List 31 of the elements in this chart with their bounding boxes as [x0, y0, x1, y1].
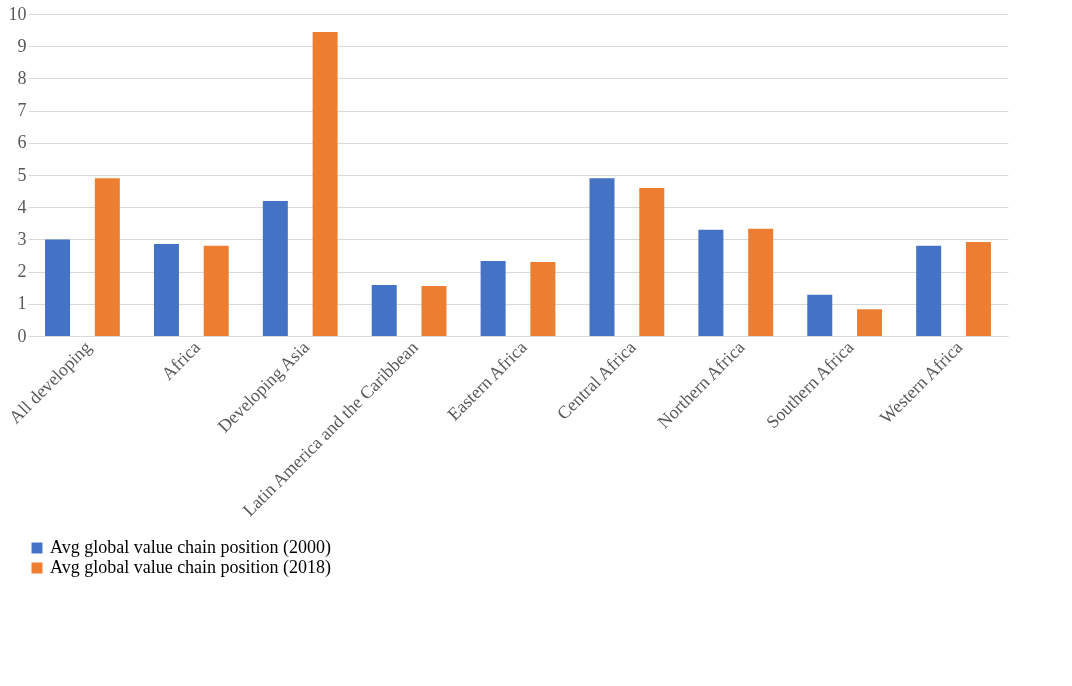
y-tick-label: 7 [17, 100, 27, 121]
bar [262, 201, 288, 336]
bar [45, 239, 71, 336]
bar [421, 286, 447, 336]
bar [857, 309, 883, 336]
y-tick-label: 3 [17, 228, 27, 249]
y-tick-label: 9 [17, 35, 27, 56]
bar [480, 260, 506, 336]
bar [589, 178, 615, 336]
y-tick-label: 1 [17, 293, 27, 314]
legend-label: Avg global value chain position (2000) [50, 537, 332, 558]
bar [312, 32, 338, 336]
bar [530, 261, 556, 336]
y-tick-label: 5 [17, 164, 27, 185]
bar [371, 285, 397, 336]
y-tick-label: 10 [8, 3, 27, 24]
bar [94, 178, 120, 336]
bar [916, 245, 942, 336]
bar [748, 228, 774, 336]
bar [639, 187, 665, 336]
y-tick-label: 2 [17, 261, 27, 282]
y-tick-label: 6 [17, 132, 27, 153]
y-tick-label: 4 [17, 196, 27, 217]
bar [698, 229, 724, 336]
bar [203, 245, 229, 336]
y-tick-label: 8 [17, 67, 27, 88]
legend-label: Avg global value chain position (2018) [50, 557, 332, 578]
bar [153, 243, 179, 336]
bar [807, 294, 833, 336]
y-tick-label: 0 [17, 325, 27, 346]
bar [965, 241, 991, 336]
